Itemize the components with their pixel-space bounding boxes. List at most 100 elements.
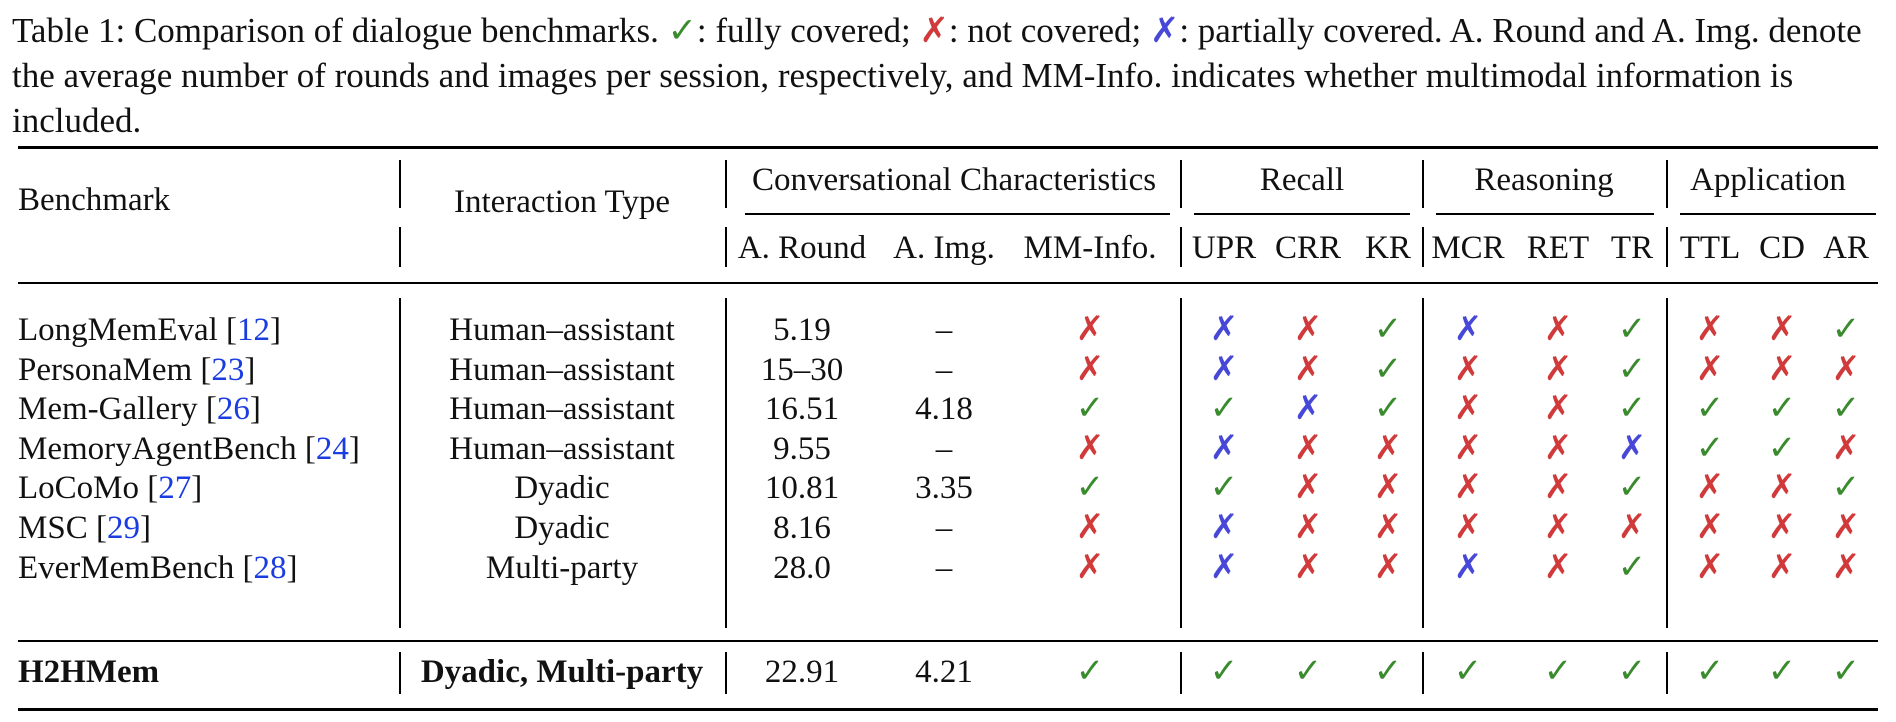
- avg-rounds: 28.0: [773, 549, 831, 586]
- ar-cross-icon: ✗: [1831, 509, 1861, 546]
- ttl-cross-icon: ✗: [1695, 469, 1725, 507]
- tr-partial-cross-icon: ✗: [1617, 429, 1647, 467]
- ttl-check-icon: ✓: [1695, 390, 1725, 428]
- tr-check-icon: ✓: [1617, 548, 1647, 586]
- ttl-cross-icon: ✗: [1695, 509, 1725, 546]
- citation-link[interactable]: 28: [253, 549, 287, 586]
- interaction-type: Dyadic, Multi-party: [420, 654, 704, 690]
- ttl-check-icon: ✓: [1695, 429, 1725, 467]
- tr-check-icon: ✓: [1617, 653, 1647, 690]
- kr-cross-icon: ✗: [1373, 469, 1403, 507]
- interaction-type: Multi-party: [485, 549, 639, 586]
- header-interaction-type: Interaction Type: [453, 184, 671, 220]
- cd-check-icon: ✓: [1767, 429, 1797, 467]
- ret-cross-icon: ✗: [1543, 429, 1573, 467]
- mm-info-cross-icon: ✗: [1075, 311, 1105, 348]
- citation-link[interactable]: 26: [216, 391, 250, 428]
- mcr-cross-icon: ✗: [1453, 390, 1483, 428]
- mcr-cross-icon: ✗: [1453, 429, 1483, 467]
- cd-cross-icon: ✗: [1767, 350, 1797, 388]
- avg-rounds: 9.55: [773, 430, 831, 467]
- upr-partial-cross-icon: ✗: [1209, 429, 1239, 467]
- avg-images: –: [935, 351, 953, 388]
- subheader-ttl: TTL: [1679, 230, 1741, 266]
- kr-cross-icon: ✗: [1373, 548, 1403, 586]
- benchmark-name: H2HMem: [18, 654, 160, 690]
- bottom-rule: [18, 708, 1878, 711]
- citation-link[interactable]: 24: [315, 430, 349, 467]
- upr-partial-cross-icon: ✗: [1209, 548, 1239, 586]
- benchmark-comparison-table: Benchmark Interaction Type Conversationa…: [18, 146, 1878, 712]
- mm-info-cross-icon: ✗: [1075, 509, 1105, 546]
- table-caption: Table 1: Comparison of dialogue benchmar…: [12, 11, 1862, 140]
- ar-check-icon: ✓: [1831, 469, 1861, 507]
- group-conversational-characteristics: Conversational Characteristics: [751, 162, 1157, 198]
- crr-cross-icon: ✗: [1293, 469, 1323, 507]
- subheader-ret: RET: [1526, 230, 1590, 266]
- avg-rounds: 5.19: [773, 312, 831, 348]
- cd-cross-icon: ✗: [1767, 548, 1797, 586]
- kr-check-icon: ✓: [1373, 653, 1403, 690]
- mcr-partial-cross-icon: ✗: [1453, 311, 1483, 348]
- ar-cross-icon: ✗: [1831, 429, 1861, 467]
- tr-check-icon: ✓: [1617, 311, 1647, 348]
- upr-check-icon: ✓: [1209, 469, 1239, 507]
- citation-link[interactable]: 27: [158, 470, 192, 507]
- avg-images: –: [935, 510, 953, 546]
- avg-rounds: 15–30: [760, 351, 844, 388]
- avg-images: 3.35: [915, 470, 973, 507]
- subheader-mcr: MCR: [1431, 230, 1505, 266]
- upr-partial-cross-icon: ✗: [1209, 350, 1239, 388]
- group-application: Application: [1690, 162, 1846, 198]
- subheader-kr: KR: [1365, 230, 1411, 266]
- interaction-type: Dyadic: [514, 510, 610, 546]
- subheader-upr: UPR: [1191, 230, 1257, 266]
- mm-info-cross-icon: ✗: [1075, 548, 1105, 586]
- avg-images: 4.18: [915, 391, 973, 428]
- top-rule: [18, 146, 1878, 149]
- tr-check-icon: ✓: [1617, 469, 1647, 507]
- avg-rounds: 16.51: [764, 391, 840, 428]
- mcr-cross-icon: ✗: [1453, 509, 1483, 546]
- crr-check-icon: ✓: [1293, 653, 1323, 690]
- upr-partial-cross-icon: ✗: [1209, 509, 1239, 546]
- ours-rule: [18, 640, 1878, 642]
- mm-info-check-icon: ✓: [1075, 653, 1105, 690]
- ar-check-icon: ✓: [1831, 311, 1861, 348]
- mm-info-check-icon: ✓: [1075, 469, 1105, 507]
- mm-info-check-icon: ✓: [1075, 390, 1105, 428]
- cd-check-icon: ✓: [1767, 390, 1797, 428]
- not-covered-cross-icon: ✗: [919, 11, 949, 50]
- avg-rounds: 10.81: [764, 470, 840, 507]
- benchmark-name: LongMemEval [12]: [18, 312, 282, 348]
- ret-check-icon: ✓: [1543, 653, 1573, 690]
- citation-link[interactable]: 23: [211, 351, 245, 388]
- fully-covered-check-icon: ✓: [667, 11, 697, 50]
- avg-rounds: 22.91: [764, 654, 840, 690]
- subheader-tr: TR: [1610, 230, 1654, 266]
- avg-images: –: [935, 549, 953, 586]
- group-recall: Recall: [1259, 162, 1345, 198]
- header-rule: [18, 282, 1878, 284]
- cd-check-icon: ✓: [1767, 653, 1797, 690]
- mcr-partial-cross-icon: ✗: [1453, 548, 1483, 586]
- kr-check-icon: ✓: [1373, 311, 1403, 348]
- crr-cross-icon: ✗: [1293, 311, 1323, 348]
- subheader-mm-info: MM-Info.: [1023, 230, 1157, 266]
- kr-cross-icon: ✗: [1373, 509, 1403, 546]
- benchmark-name: LoCoMo [27]: [18, 470, 203, 507]
- interaction-type: Human–assistant: [449, 312, 675, 348]
- crr-cross-icon: ✗: [1293, 350, 1323, 388]
- cd-cross-icon: ✗: [1767, 311, 1797, 348]
- subheader-ar: AR: [1823, 230, 1869, 266]
- group-reasoning: Reasoning: [1474, 162, 1614, 198]
- subheader-a-img: A. Img.: [893, 230, 995, 266]
- ar-check-icon: ✓: [1831, 390, 1861, 428]
- mcr-check-icon: ✓: [1453, 653, 1483, 690]
- ttl-cross-icon: ✗: [1695, 311, 1725, 348]
- citation-link[interactable]: 12: [237, 312, 271, 348]
- crr-cross-icon: ✗: [1293, 509, 1323, 546]
- upr-partial-cross-icon: ✗: [1209, 311, 1239, 348]
- citation-link[interactable]: 29: [106, 510, 140, 546]
- benchmark-name: EverMemBench [28]: [18, 549, 298, 586]
